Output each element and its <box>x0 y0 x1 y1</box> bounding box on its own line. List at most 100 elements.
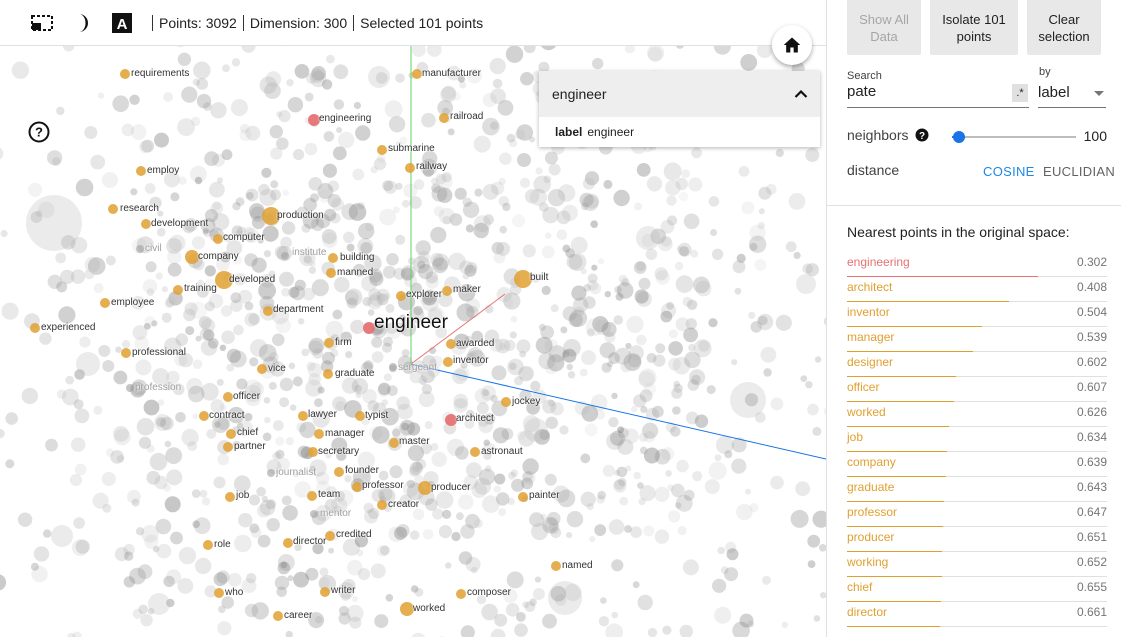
point-developed[interactable] <box>215 271 233 289</box>
point-director[interactable] <box>283 538 293 548</box>
point-composer[interactable] <box>456 589 466 599</box>
nearest-point-row[interactable]: graduate 0.643 <box>847 477 1107 502</box>
point-engineer[interactable] <box>363 322 375 334</box>
nearest-point-row[interactable]: engineering 0.302 <box>847 252 1107 277</box>
point-sergeant[interactable] <box>389 363 397 371</box>
point-architect[interactable] <box>445 414 457 426</box>
point-company[interactable] <box>185 250 199 264</box>
point-chief[interactable] <box>226 429 236 439</box>
point-awarded[interactable] <box>446 339 456 349</box>
point-railway[interactable] <box>405 163 415 173</box>
nearest-point-row[interactable]: chief 0.655 <box>847 577 1107 602</box>
neighbors-slider-knob[interactable] <box>953 131 966 143</box>
point-secretary[interactable] <box>308 447 318 457</box>
help-icon[interactable]: ? <box>28 121 50 143</box>
point-built[interactable] <box>514 270 532 288</box>
nearest-point-row[interactable]: officer 0.607 <box>847 377 1107 402</box>
point-career[interactable] <box>273 611 283 621</box>
cosine-option[interactable]: COSINE <box>983 164 1035 179</box>
point-partner[interactable] <box>223 442 233 452</box>
point-institute[interactable] <box>281 252 289 260</box>
help-icon[interactable]: ? <box>915 128 929 145</box>
point-who[interactable] <box>214 588 224 598</box>
nearest-point-row[interactable]: director 0.661 <box>847 602 1107 627</box>
point-submarine[interactable] <box>377 145 387 155</box>
point-employee[interactable] <box>100 298 110 308</box>
nearest-point-row[interactable]: professor 0.647 <box>847 502 1107 527</box>
nearest-point-row[interactable]: designer 0.602 <box>847 352 1107 377</box>
point-inventor[interactable] <box>443 357 453 367</box>
nearest-point-row[interactable]: working 0.652 <box>847 552 1107 577</box>
nearest-point-row[interactable]: worked 0.626 <box>847 402 1107 427</box>
point-engineering[interactable] <box>308 114 320 126</box>
night-mode-icon[interactable] <box>70 11 94 35</box>
regex-toggle-button[interactable]: .* <box>1012 84 1028 102</box>
point-typist[interactable] <box>355 411 365 421</box>
point-research[interactable] <box>108 204 118 214</box>
point-creator[interactable] <box>377 500 387 510</box>
point-credited[interactable] <box>325 531 335 541</box>
chevron-up-icon[interactable] <box>794 89 808 99</box>
point-lawyer[interactable] <box>298 411 308 421</box>
point-officer[interactable] <box>223 392 233 402</box>
home-button[interactable] <box>772 25 812 65</box>
point-mentor[interactable] <box>310 510 318 518</box>
data-point <box>462 201 480 218</box>
scatter-plot[interactable] <box>0 46 826 637</box>
point-computer[interactable] <box>213 234 223 244</box>
popup-header[interactable]: engineer <box>539 71 820 117</box>
point-painter[interactable] <box>518 492 528 502</box>
point-department[interactable] <box>263 306 273 316</box>
nearest-point-row[interactable]: producer 0.651 <box>847 527 1107 552</box>
point-job[interactable] <box>225 492 235 502</box>
point-training[interactable] <box>173 285 183 295</box>
nearest-point-row[interactable]: job 0.634 <box>847 427 1107 452</box>
point-team[interactable] <box>307 491 317 501</box>
point-manufacturer[interactable] <box>412 69 422 79</box>
point-vice[interactable] <box>257 364 267 374</box>
point-experienced[interactable] <box>30 323 40 333</box>
data-point <box>676 459 689 473</box>
point-professor[interactable] <box>352 482 362 492</box>
search-by-select[interactable]: label <box>1038 78 1106 108</box>
point-civil[interactable] <box>136 245 144 253</box>
nearest-point-row[interactable]: manager 0.539 <box>847 327 1107 352</box>
point-requirements[interactable] <box>120 69 130 79</box>
point-role[interactable] <box>203 540 213 550</box>
point-founder[interactable] <box>334 467 344 477</box>
show-all-data-button[interactable]: Show All Data <box>847 0 921 55</box>
point-professional[interactable] <box>121 348 131 358</box>
search-input[interactable] <box>847 83 1007 100</box>
point-manager[interactable] <box>314 429 324 439</box>
point-firm[interactable] <box>324 338 334 348</box>
point-astronaut[interactable] <box>470 447 480 457</box>
point-journalist[interactable] <box>267 469 275 477</box>
label-toggle-icon[interactable]: A <box>110 11 134 35</box>
point-named[interactable] <box>551 561 561 571</box>
point-contract[interactable] <box>199 411 209 421</box>
point-employ[interactable] <box>136 166 146 176</box>
point-manned[interactable] <box>326 268 336 278</box>
nearest-point-row[interactable]: architect 0.408 <box>847 277 1107 302</box>
nearest-point-row[interactable]: inventor 0.504 <box>847 302 1107 327</box>
point-railroad[interactable] <box>439 113 449 123</box>
point-explorer[interactable] <box>396 291 406 301</box>
data-point <box>151 320 158 327</box>
point-master[interactable] <box>389 438 399 448</box>
euclidian-option[interactable]: EUCLIDIAN <box>1043 164 1116 179</box>
point-jockey[interactable] <box>501 397 511 407</box>
point-producer[interactable] <box>418 481 432 495</box>
nearest-point-row[interactable]: company 0.639 <box>847 452 1107 477</box>
isolate-points-button[interactable]: Isolate 101 points <box>930 0 1018 55</box>
selection-box-icon[interactable] <box>30 11 54 35</box>
point-development[interactable] <box>141 219 151 229</box>
point-writer[interactable] <box>320 587 330 597</box>
point-building[interactable] <box>328 253 338 263</box>
point-worked[interactable] <box>400 602 414 616</box>
point-production[interactable] <box>262 207 280 225</box>
neighbors-slider-track[interactable] <box>952 136 1076 138</box>
point-profession[interactable] <box>126 384 134 392</box>
clear-selection-button[interactable]: Clear selection <box>1027 0 1101 55</box>
point-graduate[interactable] <box>323 369 333 379</box>
point-maker[interactable] <box>442 286 452 296</box>
